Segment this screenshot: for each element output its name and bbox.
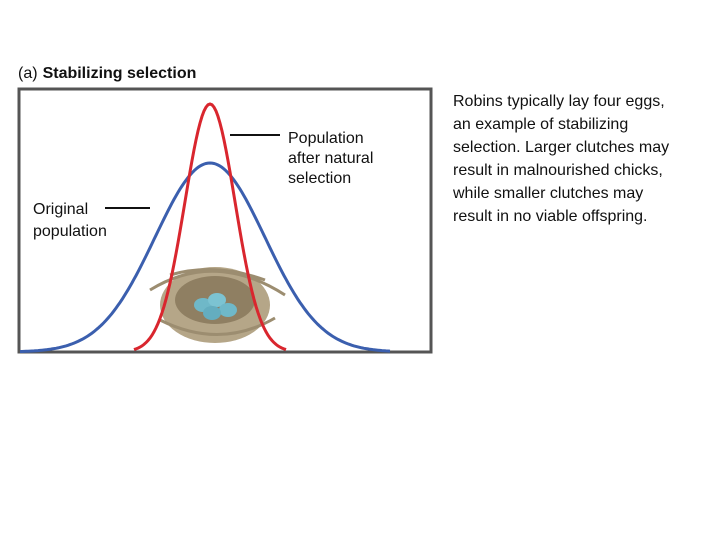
description-line: selection. Larger clutches may bbox=[453, 139, 669, 156]
panel-letter: (a) bbox=[18, 65, 38, 82]
selected-distribution-curve bbox=[133, 102, 287, 352]
description-line: Robins typically lay four eggs, bbox=[453, 93, 665, 110]
label-line: after natural bbox=[288, 150, 373, 167]
description-line: result in malnourished chicks, bbox=[453, 162, 663, 179]
label-line: Original bbox=[33, 201, 88, 218]
original-label: Original population bbox=[33, 201, 107, 240]
egg bbox=[203, 306, 221, 320]
panel-heading: (a) Stabilizing selection bbox=[18, 65, 196, 82]
description-line: result in no viable offspring. bbox=[453, 208, 647, 225]
after-label: Population after natural selection bbox=[288, 130, 378, 187]
egg bbox=[208, 293, 226, 307]
description: Robins typically lay four eggs, an examp… bbox=[452, 93, 674, 225]
description-line: an example of stabilizing bbox=[453, 116, 628, 133]
egg bbox=[219, 303, 237, 317]
description-line: while smaller clutches may bbox=[452, 185, 643, 202]
label-line: population bbox=[33, 223, 107, 240]
label-line: selection bbox=[288, 170, 351, 187]
label-line: Population bbox=[288, 130, 364, 147]
original-distribution-curve bbox=[20, 161, 391, 353]
panel-title: Stabilizing selection bbox=[43, 65, 197, 82]
